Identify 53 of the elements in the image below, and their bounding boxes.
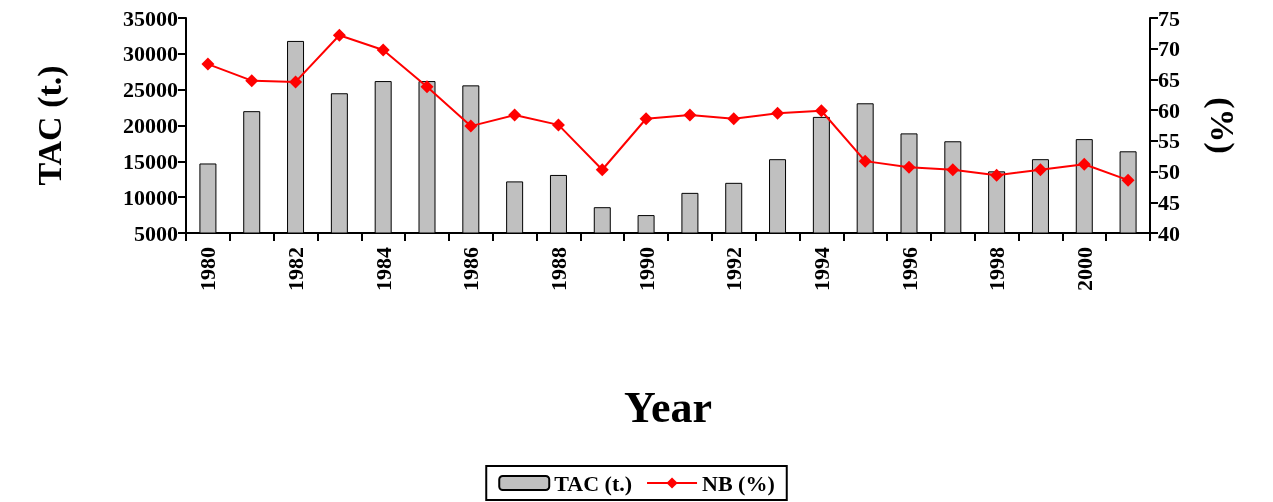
point [289,75,303,89]
point [595,163,609,177]
point [858,154,872,168]
point [551,118,565,132]
y2-tick-label: 60 [1158,97,1180,123]
legend-label: TAC (t.) [554,470,633,496]
y-tick-label: 25000 [123,77,178,103]
point [1033,163,1047,177]
point [245,74,259,88]
y2-axis-title: (%) [1202,97,1241,154]
x-tick-label: 1998 [984,247,1010,291]
point [1077,157,1091,171]
y2-tick-label: 40 [1158,220,1180,246]
y2-tick-label: 65 [1158,66,1180,92]
y2-tick-label: 75 [1158,5,1180,31]
y-tick-label: 30000 [123,41,178,67]
point [727,112,741,126]
point [990,168,1004,182]
x-tick-label: 1986 [458,247,484,291]
point [332,28,346,42]
y-tick-label: 35000 [123,5,178,31]
y2-tick-label: 45 [1158,189,1180,215]
point [683,108,697,122]
point [464,119,478,133]
x-tick-label: 1988 [545,247,571,291]
point [508,108,522,122]
point [420,80,434,94]
y2-tick-label: 50 [1158,159,1180,185]
y-tick-label: 20000 [123,113,178,138]
y-axis-title: TAC (t.) [30,65,69,186]
x-axis-title: Year [624,382,712,432]
legend-label: NB (%) [702,470,775,496]
x-tick-label: 1994 [808,247,834,291]
y-tick-label: 5000 [134,220,178,246]
x-tick-label: 1996 [896,247,922,291]
point [946,163,960,177]
point [376,43,390,57]
x-tick-label: 1992 [721,247,747,291]
y2-tick-label: 55 [1158,128,1180,154]
point [771,106,785,120]
x-tick-label: 1984 [370,247,396,291]
point [1121,173,1135,187]
x-tick-label: 1990 [633,247,659,291]
x-tick-label: 1982 [283,247,309,291]
x-tick-label: 1980 [195,247,221,291]
x-tick-label: 2000 [1071,247,1097,291]
point [639,112,653,126]
y-tick-label: 10000 [123,184,178,210]
point [201,57,215,71]
y2-tick-label: 70 [1158,36,1180,62]
point [902,160,916,174]
y-tick-label: 15000 [123,148,178,174]
point [814,104,828,118]
